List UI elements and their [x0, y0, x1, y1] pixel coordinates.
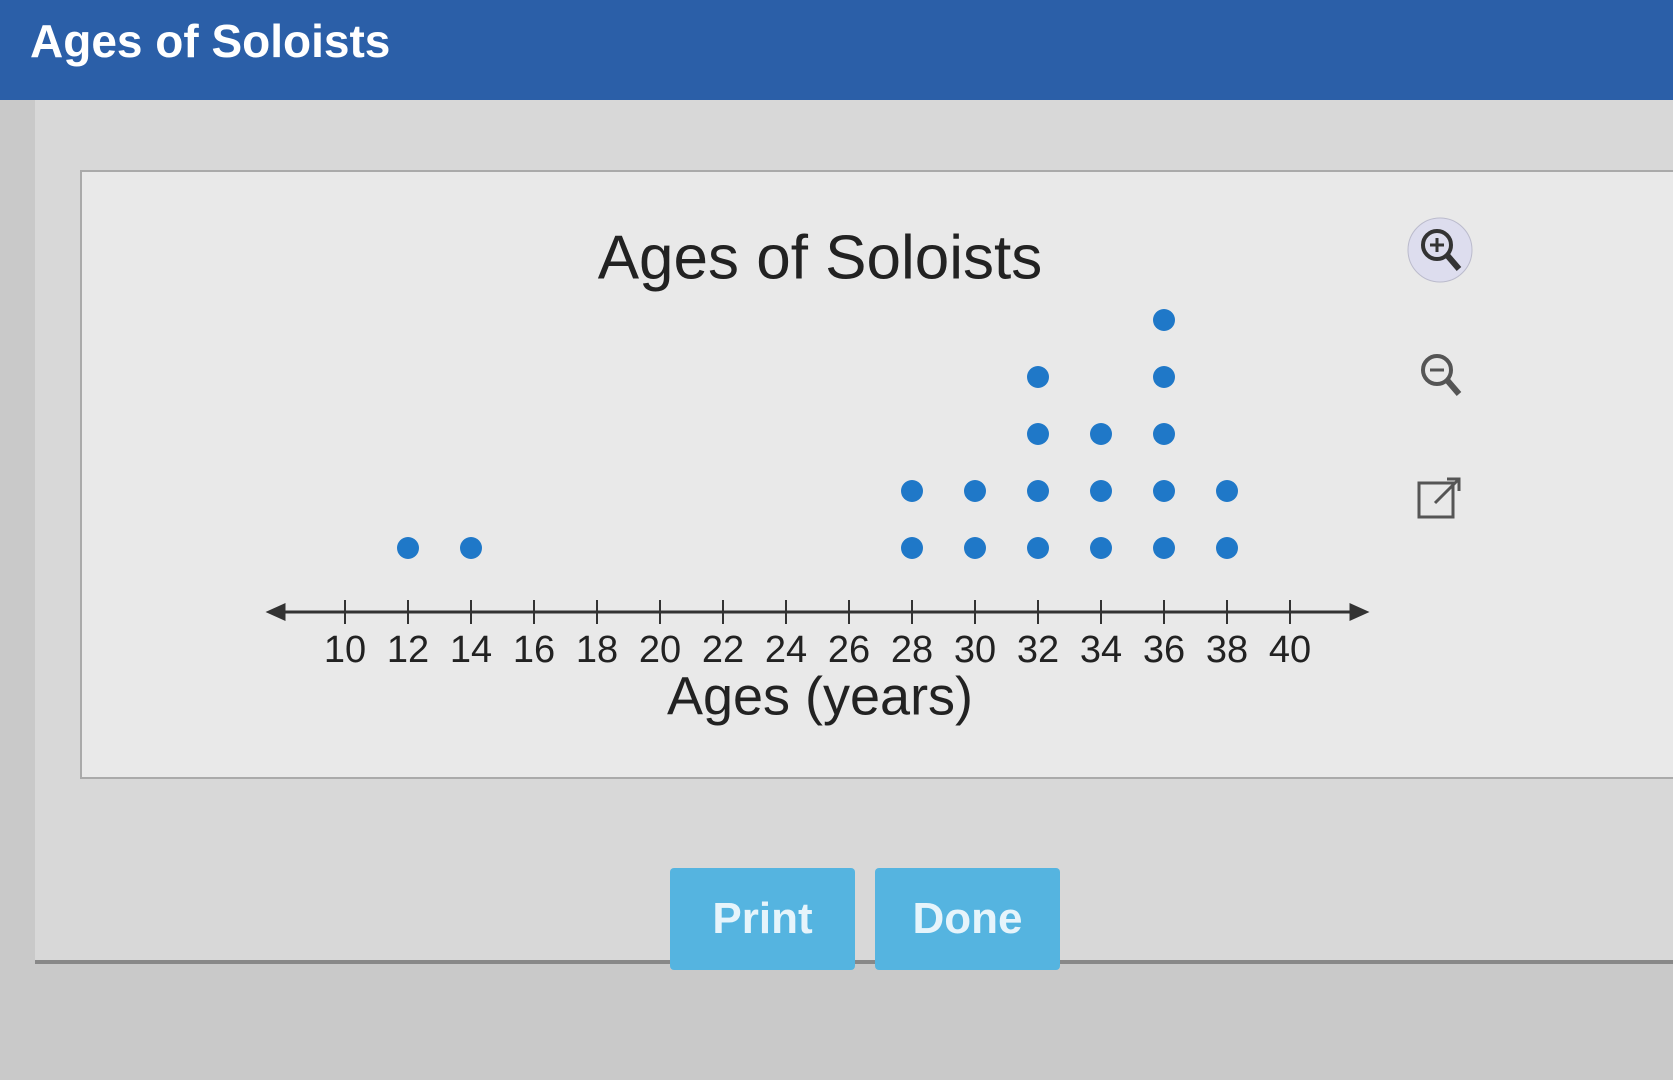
chart-panel — [80, 170, 1673, 779]
done-button[interactable]: Done — [875, 868, 1060, 970]
zoom-out-button[interactable] — [1405, 340, 1475, 410]
print-button[interactable]: Print — [670, 868, 855, 970]
window-title: Ages of Soloists — [30, 15, 391, 67]
title-bar: Ages of Soloists — [0, 0, 1673, 100]
open-new-window-button[interactable] — [1405, 465, 1475, 535]
zoom-in-button[interactable] — [1405, 215, 1475, 285]
